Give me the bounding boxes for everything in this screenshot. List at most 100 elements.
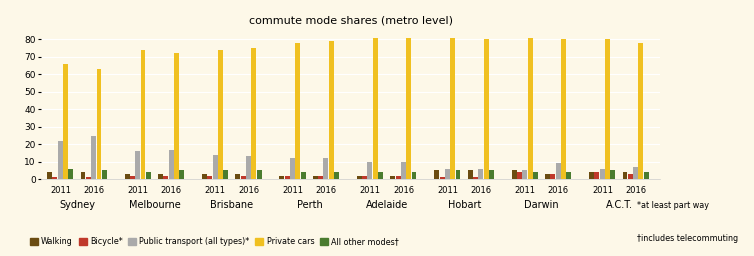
Bar bbox=[202, 174, 207, 179]
Bar bbox=[473, 177, 478, 179]
Text: †includes telecommuting: †includes telecommuting bbox=[637, 234, 738, 243]
Bar bbox=[372, 38, 378, 179]
Bar bbox=[378, 172, 383, 179]
Bar bbox=[218, 50, 223, 179]
Bar bbox=[213, 155, 218, 179]
Bar bbox=[623, 172, 627, 179]
Bar bbox=[523, 170, 527, 179]
Text: 2016: 2016 bbox=[238, 186, 259, 195]
Bar bbox=[69, 169, 73, 179]
Text: 2011: 2011 bbox=[205, 186, 225, 195]
Bar bbox=[146, 172, 151, 179]
Bar bbox=[605, 39, 610, 179]
Bar bbox=[53, 177, 57, 179]
Bar bbox=[483, 39, 489, 179]
Bar bbox=[445, 169, 450, 179]
Text: Darwin: Darwin bbox=[524, 200, 559, 210]
Bar bbox=[296, 43, 300, 179]
Bar bbox=[130, 176, 135, 179]
Bar bbox=[223, 170, 228, 179]
Bar bbox=[545, 174, 550, 179]
Bar bbox=[246, 156, 251, 179]
Text: Hobart: Hobart bbox=[448, 200, 481, 210]
Bar bbox=[251, 48, 256, 179]
Bar bbox=[97, 69, 102, 179]
Bar bbox=[633, 167, 638, 179]
Bar bbox=[550, 174, 556, 179]
Title: commute mode shares (metro level): commute mode shares (metro level) bbox=[249, 16, 452, 26]
Text: 2016: 2016 bbox=[548, 186, 569, 195]
Bar bbox=[406, 38, 411, 179]
Bar bbox=[566, 172, 572, 179]
Bar bbox=[450, 38, 455, 179]
Text: 2011: 2011 bbox=[282, 186, 303, 195]
Text: 2016: 2016 bbox=[625, 186, 646, 195]
Bar bbox=[164, 176, 168, 179]
Text: Brisbane: Brisbane bbox=[210, 200, 253, 210]
Bar bbox=[48, 172, 52, 179]
Bar bbox=[412, 172, 416, 179]
Bar bbox=[102, 170, 107, 179]
Bar bbox=[135, 151, 140, 179]
Text: 2011: 2011 bbox=[514, 186, 535, 195]
Bar bbox=[179, 170, 184, 179]
Bar bbox=[301, 172, 305, 179]
Text: 2011: 2011 bbox=[592, 186, 613, 195]
Bar bbox=[467, 170, 473, 179]
Bar bbox=[323, 158, 329, 179]
Text: 2011: 2011 bbox=[50, 186, 71, 195]
Text: *at least part way: *at least part way bbox=[637, 201, 709, 210]
Bar bbox=[318, 176, 323, 179]
Bar bbox=[256, 170, 262, 179]
Bar bbox=[517, 172, 522, 179]
Text: 2016: 2016 bbox=[470, 186, 492, 195]
Bar bbox=[357, 176, 362, 179]
Bar bbox=[124, 174, 130, 179]
Bar bbox=[207, 176, 213, 179]
Text: 2016: 2016 bbox=[393, 186, 414, 195]
Bar bbox=[639, 43, 643, 179]
Bar bbox=[594, 172, 599, 179]
Bar bbox=[561, 39, 566, 179]
Text: 2011: 2011 bbox=[437, 186, 458, 195]
Text: 2016: 2016 bbox=[161, 186, 182, 195]
Bar bbox=[81, 172, 85, 179]
Bar bbox=[86, 177, 90, 179]
Bar bbox=[169, 150, 173, 179]
Bar bbox=[440, 177, 445, 179]
Bar bbox=[241, 176, 246, 179]
Bar bbox=[628, 174, 633, 179]
Bar bbox=[599, 169, 605, 179]
Text: 2011: 2011 bbox=[127, 186, 149, 195]
Text: Melbourne: Melbourne bbox=[129, 200, 180, 210]
Bar bbox=[140, 50, 146, 179]
Bar bbox=[362, 176, 367, 179]
Text: 2016: 2016 bbox=[83, 186, 104, 195]
Bar bbox=[58, 141, 63, 179]
Bar bbox=[528, 38, 532, 179]
Bar bbox=[391, 176, 395, 179]
Bar bbox=[63, 64, 68, 179]
Text: Perth: Perth bbox=[296, 200, 322, 210]
Bar bbox=[91, 135, 96, 179]
Bar bbox=[334, 172, 339, 179]
Legend: Walking, Bicycle*, Public transport (all types)*, Private cars, All other modes†: Walking, Bicycle*, Public transport (all… bbox=[26, 234, 402, 249]
Bar bbox=[158, 174, 163, 179]
Bar bbox=[533, 172, 538, 179]
Bar bbox=[290, 158, 295, 179]
Bar bbox=[174, 54, 179, 179]
Bar bbox=[285, 176, 290, 179]
Bar bbox=[235, 174, 241, 179]
Bar bbox=[401, 162, 406, 179]
Bar bbox=[367, 162, 372, 179]
Bar bbox=[396, 176, 400, 179]
Bar bbox=[313, 176, 317, 179]
Text: 2016: 2016 bbox=[316, 186, 337, 195]
Bar bbox=[489, 170, 494, 179]
Bar bbox=[434, 170, 440, 179]
Text: Adelaide: Adelaide bbox=[366, 200, 408, 210]
Bar bbox=[556, 164, 561, 179]
Bar bbox=[644, 172, 648, 179]
Bar bbox=[329, 41, 334, 179]
Text: 2011: 2011 bbox=[360, 186, 381, 195]
